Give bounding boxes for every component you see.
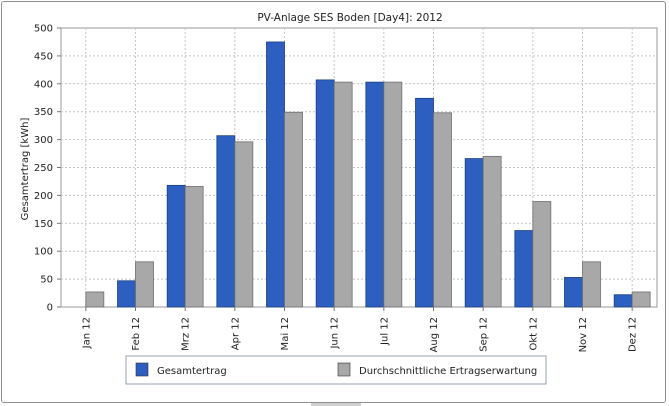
x-tick-label: Dez 12 bbox=[628, 317, 639, 352]
bar-ertragserwartung bbox=[333, 81, 353, 308]
legend-swatch-gesamtertrag bbox=[135, 362, 149, 377]
y-tick-label: 450 bbox=[34, 51, 53, 62]
bar-gesamtertrag bbox=[514, 230, 534, 308]
y-tick-label: 500 bbox=[34, 24, 53, 35]
y-tick-label: 250 bbox=[34, 163, 53, 174]
x-tick-label: Apr 12 bbox=[230, 317, 241, 350]
legend-label-gesamtertrag: Gesamtertrag bbox=[157, 366, 227, 377]
y-tick-label: 50 bbox=[40, 275, 53, 286]
bar-ertragserwartung bbox=[433, 112, 452, 308]
bar-gesamtertrag bbox=[315, 79, 335, 308]
y-tick-label: 350 bbox=[34, 107, 53, 118]
bar-gesamtertrag bbox=[564, 277, 583, 308]
bar-ertragserwartung bbox=[482, 155, 502, 308]
x-tick-label: Jan 12 bbox=[81, 317, 92, 349]
bar-ertragserwartung bbox=[135, 261, 154, 308]
x-tick-label: Nov 12 bbox=[578, 317, 589, 352]
bar-gesamtertrag bbox=[415, 97, 434, 308]
y-axis: 0 50 100 150 200 250 300 350 400 450 500 bbox=[34, 24, 61, 314]
bar-gesamtertrag bbox=[266, 41, 285, 308]
bar-ertragserwartung bbox=[631, 291, 651, 308]
y-tick-label: 400 bbox=[34, 79, 53, 90]
y-tick-label: 100 bbox=[34, 247, 53, 258]
y-tick-label: 300 bbox=[34, 135, 53, 146]
legend-label-ertragserwartung: Durchschnittliche Ertragserwartung bbox=[359, 366, 537, 377]
legend: Gesamtertrag Durchschnittliche Ertragser… bbox=[125, 355, 547, 385]
x-tick-label: Jun 12 bbox=[330, 317, 341, 350]
x-tick-label: Okt 12 bbox=[528, 317, 539, 351]
frame-tab bbox=[311, 403, 361, 406]
legend-swatch-ertragserwartung bbox=[337, 362, 351, 377]
x-tick-label: Feb 12 bbox=[131, 317, 142, 351]
x-tick-label: Jul 12 bbox=[379, 317, 390, 346]
bar-gesamtertrag bbox=[117, 280, 136, 308]
x-tick-label: Mai 12 bbox=[280, 317, 291, 350]
chart-title: PV-Anlage SES Boden [Day4]: 2012 bbox=[257, 12, 442, 24]
bar-ertragserwartung bbox=[85, 291, 105, 308]
x-tick-label: Mrz 12 bbox=[181, 317, 192, 351]
bar-ertragserwartung bbox=[284, 111, 303, 308]
y-tick-label: 150 bbox=[34, 219, 53, 230]
x-axis: Jan 12 Feb 12 Mrz 12 Apr 12 Mai 12 Jun 12 Jul … bbox=[81, 307, 639, 352]
bar-ertragserwartung bbox=[184, 186, 204, 308]
legend-box bbox=[125, 355, 547, 385]
bar-ertragserwartung bbox=[383, 81, 403, 308]
bar-ertragserwartung bbox=[582, 261, 601, 308]
bar-ertragserwartung bbox=[532, 201, 552, 308]
bar-gesamtertrag bbox=[216, 135, 236, 308]
bars bbox=[85, 41, 651, 308]
bar-gesamtertrag bbox=[166, 184, 186, 308]
x-tick-label: Aug 12 bbox=[429, 317, 440, 352]
bar-gesamtertrag bbox=[464, 158, 484, 308]
y-tick-label: 200 bbox=[34, 191, 53, 202]
bar-gesamtertrag bbox=[613, 294, 633, 308]
bar-gesamtertrag bbox=[365, 81, 385, 308]
bar-ertragserwartung bbox=[234, 141, 254, 308]
x-tick-label: Sep 12 bbox=[479, 317, 490, 352]
y-axis-label: Gesamtertrag [kWh] bbox=[20, 118, 31, 221]
y-tick-label: 0 bbox=[47, 303, 53, 314]
